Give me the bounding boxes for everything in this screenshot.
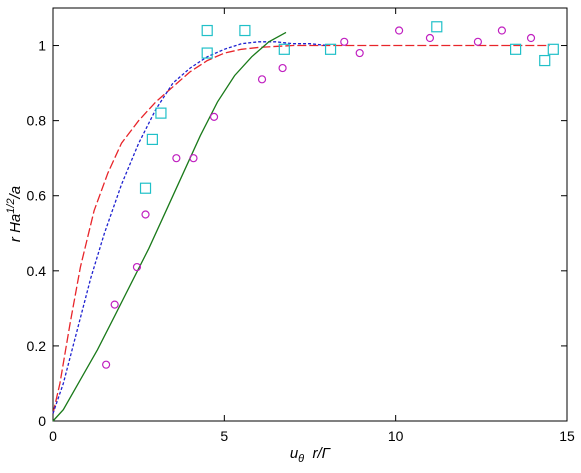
y-tick-label: 0.8 [27,113,47,129]
y-tick-label: 0.2 [27,338,47,354]
circle-marker [526,33,536,43]
y-tick-label: 0.6 [27,188,47,204]
square-marker [510,43,522,55]
y-axis-title: r Ha1/2/a [5,186,24,242]
square-marker [155,107,167,119]
circle-marker [110,300,119,309]
y-tick-label: 0 [38,413,46,429]
circle-marker [189,154,198,163]
series-lines [52,31,550,422]
circle-marker [473,37,483,46]
circle-marker [425,33,435,43]
x-axis-title-main: u [290,445,299,462]
square-marker [539,54,551,67]
y-tick-label: 0.4 [27,263,47,279]
x-axis-title-sub: θ [298,453,304,465]
series-line-solid [52,31,287,422]
y-axis-title-pre: r Ha [7,214,24,242]
square-marker [201,24,213,37]
series-line-dash [52,44,550,414]
square-marker [139,182,152,194]
x-tick-label: 0 [49,428,57,444]
circle-marker [278,63,287,73]
circle-marker [257,75,267,84]
circle-marker [141,210,150,219]
y-tick-label: 1 [38,38,46,54]
square-marker [431,21,443,33]
series-markers [102,21,559,369]
axis-tick-labels: 0 5 10 15 0 0.2 0.4 0.6 0.8 1 [27,38,575,444]
square-marker [547,43,559,55]
x-axis-title: uθ r/Γ [290,445,332,465]
circle-marker [497,26,506,35]
square-marker [278,43,290,55]
x-tick-label: 10 [388,428,404,444]
x-tick-label: 5 [220,428,228,444]
axis-ticks [52,8,568,422]
circle-marker [340,37,349,46]
square-marker [146,133,158,146]
circle-marker [209,112,219,121]
series-line-dot [52,41,328,414]
square-marker [201,47,213,59]
square-marker [324,43,337,55]
x-axis-title-rest: r/Γ [304,445,331,462]
circle-marker [132,262,142,272]
y-axis-title-post: /a [7,186,24,200]
circle-marker [102,360,111,369]
x-tick-label: 15 [559,428,575,444]
plot-area-frame [52,7,568,422]
circle-marker [172,154,181,163]
y-axis-title-sup: 1/2 [5,198,17,213]
circle-marker [355,48,364,58]
circle-marker [394,26,404,35]
square-marker [239,24,251,37]
